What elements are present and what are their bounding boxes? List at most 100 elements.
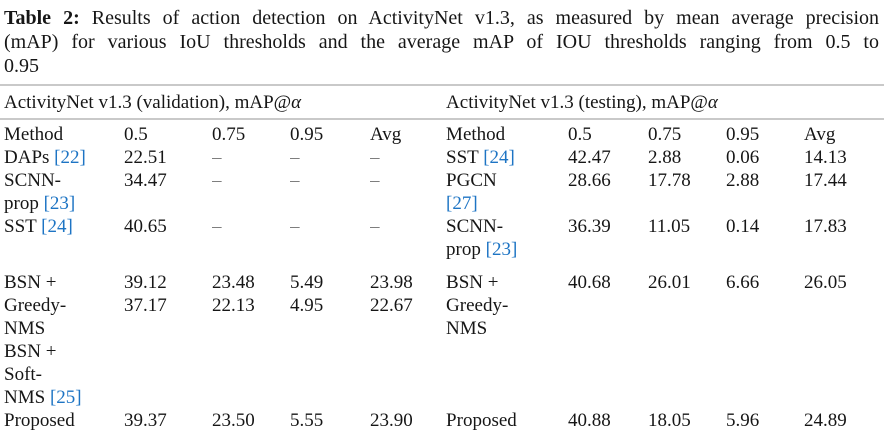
cell-text: 17.78 [648,170,691,191]
method-cell: SCNN- prop [23] [446,215,568,261]
cell-text: Proposed [446,410,517,431]
results-table: ActivityNet v1.3 (validation), mAP@α Act… [0,84,884,441]
citation-link[interactable]: [27] [446,193,478,214]
caption-label: Table 2: [4,7,80,29]
value-cell: 22.51 [124,146,212,169]
table-row: BSN + Greedy- NMS BSN + Soft- NMS [25] 39… [0,261,884,409]
table-caption: Table 2: Results of action detection on … [4,6,879,78]
value-cell: – [370,169,446,215]
cell-text: 26.01 [648,272,691,293]
cell-text: – [290,147,300,168]
caption-line: 0.95 [4,54,879,78]
cell-text: – [290,170,300,191]
method-cell: PGCN [27] [446,169,568,215]
value-cell: 40.88 [568,409,649,441]
value-cell: 17.78 [648,169,726,215]
cell-text: 34.47 [124,170,167,191]
alpha-symbol: α [707,92,718,113]
section-header-row: ActivityNet v1.3 (validation), mAP@α Act… [0,84,884,120]
citation-link[interactable]: [25] [49,387,82,408]
cell-text: Proposed [4,410,75,431]
caption-text: Results of action detection on ActivityN… [91,7,879,29]
method-cell: Proposed [446,409,569,441]
cell-text: 40.68 [568,272,611,293]
cell-text: 5.96 [726,410,760,431]
cell-text: 17.83 [804,216,847,237]
value-cell: 18.05 [648,409,727,441]
caption-line: Table 2: Results of action detection on … [4,6,879,30]
citation-link[interactable]: [24] [41,216,73,237]
value-cell: 11.05 [648,215,726,261]
value-cell: 28.66 [568,169,648,215]
value-cell: 0.06 [726,146,804,169]
cell-text: 6.66 [726,272,760,293]
cell-text: 2.88 [726,170,760,191]
value-cell: 23.98 22.67 [370,261,446,409]
cell-text: 26.05 [804,272,847,293]
cell-text: 39.12 37.17 [124,272,167,316]
citation-link[interactable]: [23] [485,239,518,260]
cell-text: 23.98 22.67 [370,272,413,316]
citation-link[interactable]: [22] [54,147,86,168]
cell-text: – [212,216,222,237]
value-cell: – [212,215,290,261]
cell-text: 5.49 4.95 [290,272,324,316]
cell-text: 23.50 [212,410,255,431]
cell-text: PGCN [446,170,497,191]
table-row: Proposed 39.37 23.50 5.55 23.90 Proposed 40.88… [0,409,884,441]
value-cell: – [290,146,370,169]
value-cell: 26.05 [804,261,884,409]
method-cell: BSN + Greedy- NMS BSN + Soft- NMS [25] [0,261,124,409]
value-cell: 26.01 [648,261,726,409]
column-header-method: Method [4,124,64,145]
method-cell: BSN + Greedy- NMS [446,261,568,409]
citation-link[interactable]: [23] [43,193,76,214]
cell-text: – [212,147,222,168]
cell-text: 11.05 [648,216,691,237]
cell-text: SCNN- prop [446,216,504,260]
value-cell: 36.39 [568,215,648,261]
value-cell: 5.55 [290,409,370,441]
column-header-075: 0.75 [648,124,682,145]
cell-text: – [290,216,300,237]
value-cell: 2.88 [648,146,726,169]
value-cell: 6.66 [726,261,804,409]
cell-text: 0.06 [726,147,760,168]
value-cell: 5.96 [726,409,805,441]
value-cell: 14.13 [804,146,884,169]
cell-text: 39.37 [124,410,167,431]
section-header-validation: ActivityNet v1.3 (validation), mAP@α [0,84,447,120]
section-title: ActivityNet v1.3 (testing), mAP@ [446,92,708,113]
value-cell: 0.14 [726,215,804,261]
value-cell: – [212,169,290,215]
value-cell: 40.65 [124,215,212,261]
method-cell: SCNN- prop [23] [0,169,124,215]
column-header-avg: Avg [804,124,836,145]
cell-text: 22.51 [124,147,167,168]
caption-text: 0.95 [4,55,39,77]
cell-text: 28.66 [568,170,611,191]
cell-text: SCNN- prop [4,170,62,214]
column-header-method: Method [446,124,506,145]
cell-text: 23.90 [370,410,413,431]
cell-text: SST [4,216,42,237]
cell-text: 23.48 22.13 [212,272,255,316]
caption-text: (mAP) for various IoU thresholds and the… [4,31,879,53]
cell-text: 14.13 [804,147,847,168]
column-header-095: 0.95 [726,124,760,145]
value-cell: 23.50 [212,409,290,441]
value-cell: 2.88 [726,169,804,215]
cell-text: – [212,170,222,191]
value-cell: – [290,169,370,215]
cell-text: SST [446,147,484,168]
section-title: ActivityNet v1.3 (validation), mAP@ [4,92,292,113]
table-row: DAPs [22] 22.51– – – SST [24] 42.47 2.88 0.06 14… [0,146,884,169]
cell-text: 17.44 [804,170,847,191]
table-row: SST [24] 40.65– – – SCNN- prop [23] 36.39 11.0… [0,215,884,261]
value-cell: – [370,215,446,261]
column-header-row: Method 0.5 0.75 0.95 Avg Method 0.5 0.75… [0,119,884,146]
alpha-symbol: α [291,92,302,113]
citation-link[interactable]: [24] [483,147,515,168]
method-cell: SST [24] [446,146,568,169]
